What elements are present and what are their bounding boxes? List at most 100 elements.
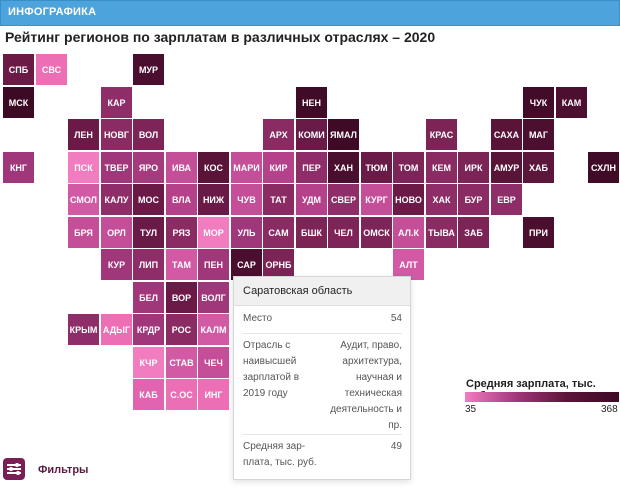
- region-tile[interactable]: ЛИП: [133, 249, 164, 280]
- tooltip-industry-value-line: научная и: [355, 372, 402, 383]
- region-tooltip: Саратовская область Место 54 Отрасль с н…: [233, 276, 411, 480]
- region-tile[interactable]: АЛТ: [393, 249, 424, 280]
- region-tile[interactable]: ТЮМ: [361, 152, 392, 183]
- region-tile[interactable]: АРХ: [263, 119, 294, 150]
- tooltip-industry-label-line: 2019 году: [243, 388, 288, 399]
- region-tile[interactable]: АДЫГ: [101, 314, 132, 345]
- tooltip-industry-label-line: Отрасль с: [243, 340, 291, 351]
- region-tile[interactable]: ЗАБ: [458, 217, 489, 248]
- region-tile[interactable]: С.ОС: [166, 379, 197, 410]
- region-tile[interactable]: НИЖ: [198, 184, 229, 215]
- region-tile[interactable]: ОМСК: [361, 217, 392, 248]
- region-tile[interactable]: СВС: [36, 54, 67, 85]
- filters-button[interactable]: Фильтры: [38, 464, 89, 476]
- region-tile[interactable]: ЧУК: [523, 87, 554, 118]
- region-tile[interactable]: МАГ: [523, 119, 554, 150]
- region-tile[interactable]: КАБ: [133, 379, 164, 410]
- region-tile[interactable]: НЕН: [296, 87, 327, 118]
- region-tile[interactable]: ПЕН: [198, 249, 229, 280]
- region-tile[interactable]: АЛ.К: [393, 217, 424, 248]
- region-tile[interactable]: ПСК: [68, 152, 99, 183]
- region-tile[interactable]: ТЫВА: [426, 217, 457, 248]
- region-tile[interactable]: СПБ: [3, 54, 34, 85]
- region-tile[interactable]: ХАК: [426, 184, 457, 215]
- region-tile[interactable]: МУР: [133, 54, 164, 85]
- region-tile[interactable]: ЧЕЛ: [328, 217, 359, 248]
- region-tile[interactable]: ЧЕЧ: [198, 347, 229, 378]
- region-tile[interactable]: КНГ: [3, 152, 34, 183]
- region-tile[interactable]: БРЯ: [68, 217, 99, 248]
- region-tile[interactable]: КАЛУ: [101, 184, 132, 215]
- region-tile[interactable]: КУР: [101, 249, 132, 280]
- tooltip-industry-value-line: деятельность и: [330, 404, 402, 415]
- region-tile[interactable]: ХАН: [328, 152, 359, 183]
- region-tile[interactable]: ИВА: [166, 152, 197, 183]
- region-tile[interactable]: ТВЕР: [101, 152, 132, 183]
- region-tile[interactable]: БЕЛ: [133, 282, 164, 313]
- region-tile[interactable]: КРАС: [426, 119, 457, 150]
- tooltip-rank-value: 54: [390, 313, 402, 324]
- region-tile[interactable]: ХАБ: [523, 152, 554, 183]
- tooltip-industry-value-line: архитектура,: [342, 356, 402, 367]
- region-tile[interactable]: ВОЛГ: [198, 282, 229, 313]
- region-tile[interactable]: КОМИ: [296, 119, 327, 150]
- region-tile[interactable]: КИР: [263, 152, 294, 183]
- region-tile[interactable]: САР: [231, 249, 262, 280]
- region-tile[interactable]: САХА: [491, 119, 522, 150]
- region-tile[interactable]: КАМ: [556, 87, 587, 118]
- region-tile[interactable]: СХЛН: [588, 152, 619, 183]
- region-tile[interactable]: ИРК: [458, 152, 489, 183]
- region-tile[interactable]: ЯРО: [133, 152, 164, 183]
- region-tile[interactable]: УДМ: [296, 184, 327, 215]
- tooltip-rank-label: Место: [243, 313, 273, 324]
- region-tile[interactable]: КЧР: [133, 347, 164, 378]
- region-tile[interactable]: ПЕР: [296, 152, 327, 183]
- tooltip-industry-label-line: наивысшей: [243, 356, 297, 367]
- region-tile[interactable]: МОС: [133, 184, 164, 215]
- region-tile[interactable]: МАРИ: [231, 152, 262, 183]
- tooltip-salary-label: Средняя зар- плата, тыс. руб.: [243, 439, 317, 471]
- region-tile[interactable]: САМ: [263, 217, 294, 248]
- region-tile[interactable]: ОРНБ: [263, 249, 294, 280]
- region-tile[interactable]: КУРГ: [361, 184, 392, 215]
- region-tile[interactable]: СТАВ: [166, 347, 197, 378]
- region-tile[interactable]: РОС: [166, 314, 197, 345]
- region-tile[interactable]: ТАМ: [166, 249, 197, 280]
- region-tile[interactable]: РЯЗ: [166, 217, 197, 248]
- region-tile[interactable]: АМУР: [491, 152, 522, 183]
- region-tile[interactable]: БУР: [458, 184, 489, 215]
- tooltip-header: Саратовская область: [234, 277, 410, 306]
- region-tile[interactable]: КЕМ: [426, 152, 457, 183]
- region-tile[interactable]: ТОМ: [393, 152, 424, 183]
- page-title: Рейтинг регионов по зарплатам в различны…: [5, 29, 436, 45]
- region-tile[interactable]: ОРЛ: [101, 217, 132, 248]
- tooltip-region-name: Саратовская область: [243, 285, 353, 297]
- region-tile[interactable]: КАР: [101, 87, 132, 118]
- region-tile[interactable]: СМОЛ: [68, 184, 99, 215]
- region-tile[interactable]: ВЛА: [166, 184, 197, 215]
- region-tile[interactable]: ЯМАЛ: [328, 119, 359, 150]
- region-tile[interactable]: ЧУВ: [231, 184, 262, 215]
- region-tile[interactable]: КРЫМ: [68, 314, 99, 345]
- region-tile[interactable]: ТУЛ: [133, 217, 164, 248]
- region-tile[interactable]: ЛЕН: [68, 119, 99, 150]
- region-tile[interactable]: ВОЛ: [133, 119, 164, 150]
- region-tile[interactable]: НОВО: [393, 184, 424, 215]
- region-tile[interactable]: НОВГ: [101, 119, 132, 150]
- region-tile[interactable]: ТАТ: [263, 184, 294, 215]
- tooltip-industry-label: Отрасль с наивысшей зарплатой в 2019 год…: [243, 338, 299, 402]
- tooltip-divider: [243, 434, 402, 435]
- region-tile[interactable]: КОС: [198, 152, 229, 183]
- region-tile[interactable]: СВЕР: [328, 184, 359, 215]
- region-tile[interactable]: КАЛМ: [198, 314, 229, 345]
- region-tile[interactable]: ЕВР: [491, 184, 522, 215]
- region-tile[interactable]: ВОР: [166, 282, 197, 313]
- region-tile[interactable]: ПРИ: [523, 217, 554, 248]
- region-tile[interactable]: МСК: [3, 87, 34, 118]
- region-tile[interactable]: МОР: [198, 217, 229, 248]
- filters-icon[interactable]: [3, 458, 25, 480]
- region-tile[interactable]: КРДР: [133, 314, 164, 345]
- region-tile[interactable]: УЛЬ: [231, 217, 262, 248]
- region-tile[interactable]: ИНГ: [198, 379, 229, 410]
- region-tile[interactable]: БШК: [296, 217, 327, 248]
